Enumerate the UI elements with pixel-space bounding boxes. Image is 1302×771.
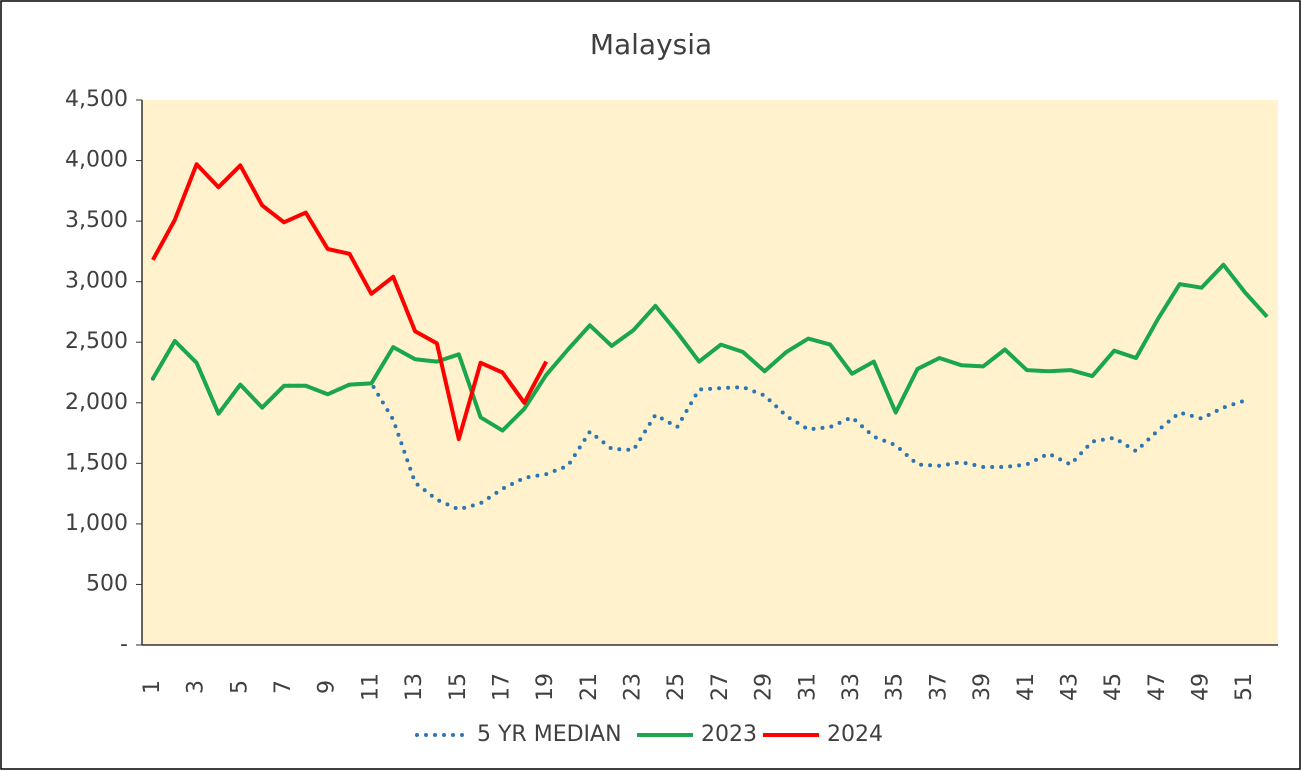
y-tick-label: 4,500 — [65, 87, 128, 112]
y-tick-label: - — [120, 632, 128, 657]
chart-title: Malaysia — [590, 28, 712, 61]
x-tick-label: 3 — [184, 680, 209, 694]
x-tick-label: 25 — [664, 673, 689, 701]
series-line — [151, 162, 548, 442]
legend-label: 5 YR MEDIAN — [477, 722, 622, 747]
x-tick-label: 51 — [1232, 673, 1257, 701]
x-tick-label: 33 — [839, 673, 864, 701]
x-tick-label: 31 — [795, 673, 820, 701]
x-tick-label: 17 — [489, 673, 514, 701]
x-tick-label: 21 — [577, 673, 602, 701]
x-tick-label: 45 — [1101, 673, 1126, 701]
x-tick-label: 23 — [621, 673, 646, 701]
y-tick-label: 3,500 — [65, 208, 128, 233]
x-tick-label: 49 — [1189, 673, 1214, 701]
x-tick-label: 29 — [752, 673, 777, 701]
y-tick-label: 2,000 — [65, 390, 128, 415]
x-tick-label: 7 — [271, 680, 296, 694]
x-tick-label: 39 — [970, 673, 995, 701]
x-tick-label: 5 — [227, 680, 252, 694]
x-tick-label: 37 — [926, 673, 951, 701]
x-tick-label: 9 — [315, 680, 340, 694]
x-tick-label: 35 — [883, 673, 908, 701]
plot-area — [142, 100, 1278, 645]
y-tick-label: 1,500 — [65, 450, 128, 475]
x-tick-label: 43 — [1057, 673, 1082, 701]
x-tick-label: 41 — [1014, 673, 1039, 701]
y-tick-label: 2,500 — [65, 329, 128, 354]
x-tick-label: 19 — [533, 673, 558, 701]
legend-label: 2024 — [827, 722, 883, 747]
x-tick-label: 27 — [708, 673, 733, 701]
y-tick-label: 500 — [86, 571, 128, 596]
y-tick-label: 3,000 — [65, 269, 128, 294]
x-tick-label: 13 — [402, 673, 427, 701]
x-tick-label: 11 — [358, 673, 383, 701]
y-tick-label: 4,000 — [65, 148, 128, 173]
x-tick-label: 15 — [446, 673, 471, 701]
y-tick-label: 1,000 — [65, 511, 128, 536]
series-line — [151, 262, 1269, 433]
x-tick-label: 47 — [1145, 673, 1170, 701]
legend-label: 2023 — [701, 722, 757, 747]
x-tick-label: 1 — [140, 680, 165, 694]
